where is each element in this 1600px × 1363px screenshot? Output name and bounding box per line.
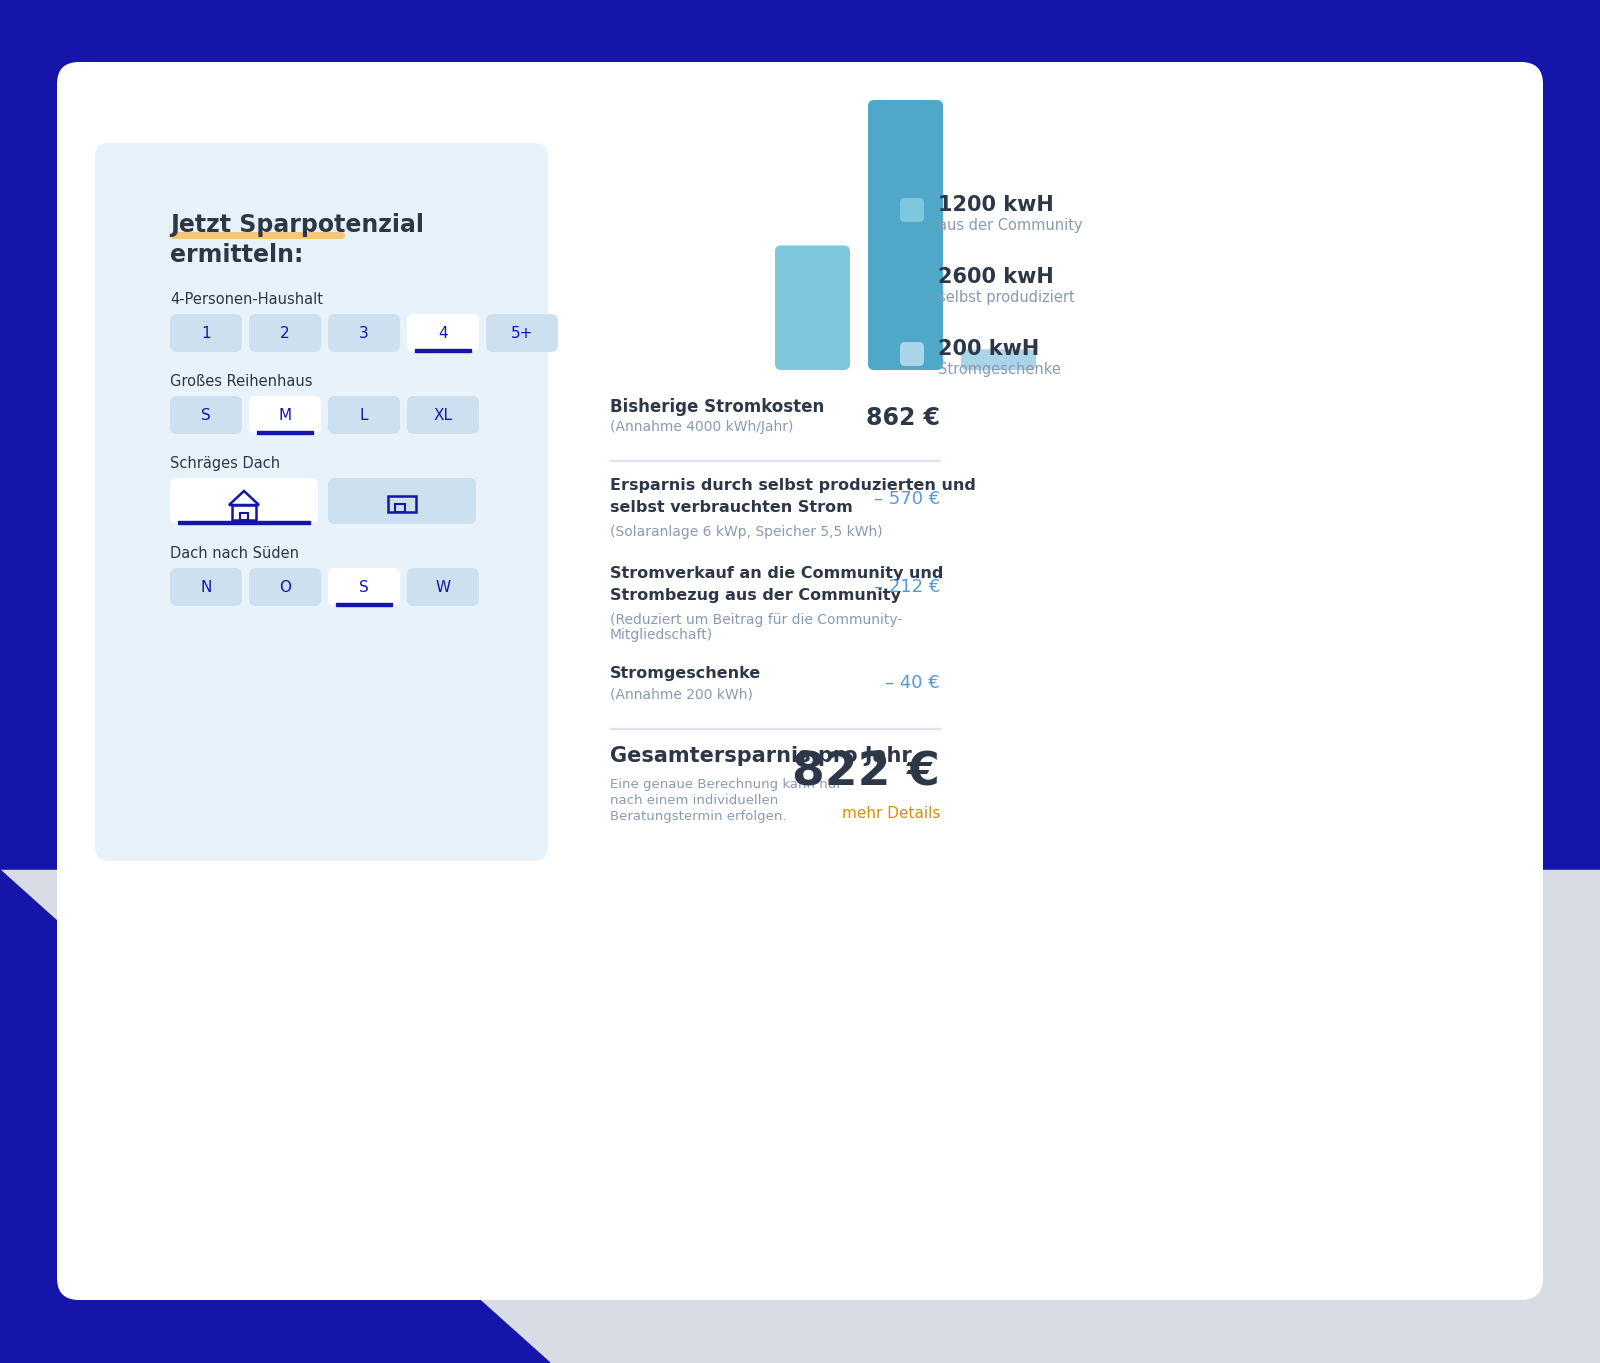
Text: N: N xyxy=(200,579,211,594)
Text: – 212 €: – 212 € xyxy=(874,578,941,596)
FancyBboxPatch shape xyxy=(406,397,478,433)
Text: Eine genaue Berechnung kann nur: Eine genaue Berechnung kann nur xyxy=(610,778,842,791)
Text: 822 €: 822 € xyxy=(792,751,941,796)
Text: Gesamtersparnis pro Jahr: Gesamtersparnis pro Jahr xyxy=(610,746,912,766)
FancyBboxPatch shape xyxy=(774,245,850,369)
FancyBboxPatch shape xyxy=(170,397,242,433)
Text: 1: 1 xyxy=(202,326,211,341)
Text: Bisherige Stromkosten: Bisherige Stromkosten xyxy=(610,398,824,416)
Text: 5+: 5+ xyxy=(510,326,533,341)
Text: 2600 kwH: 2600 kwH xyxy=(938,267,1054,288)
Text: – 570 €: – 570 € xyxy=(874,491,941,508)
FancyBboxPatch shape xyxy=(250,568,322,607)
FancyBboxPatch shape xyxy=(406,313,478,352)
Bar xyxy=(178,521,310,523)
FancyBboxPatch shape xyxy=(170,478,318,523)
FancyBboxPatch shape xyxy=(328,397,400,433)
Text: S: S xyxy=(358,579,370,594)
Text: W: W xyxy=(435,579,451,594)
Text: ermitteln:: ermitteln: xyxy=(170,243,304,267)
FancyBboxPatch shape xyxy=(328,478,477,523)
FancyBboxPatch shape xyxy=(899,270,925,294)
Text: Strombezug aus der Community: Strombezug aus der Community xyxy=(610,587,901,602)
Text: 3: 3 xyxy=(358,326,370,341)
Text: O: O xyxy=(278,579,291,594)
Text: Stromgeschenke: Stromgeschenke xyxy=(610,667,762,682)
Text: 200 kwH: 200 kwH xyxy=(938,339,1040,358)
FancyBboxPatch shape xyxy=(94,143,547,861)
Text: Ersparnis durch selbst produzierten und: Ersparnis durch selbst produzierten und xyxy=(610,478,976,493)
Text: 4: 4 xyxy=(438,326,448,341)
Bar xyxy=(414,349,470,352)
Text: mehr Details: mehr Details xyxy=(842,806,941,821)
Text: (Annahme 200 kWh): (Annahme 200 kWh) xyxy=(610,688,754,702)
Text: 2: 2 xyxy=(280,326,290,341)
Text: selbst verbrauchten Strom: selbst verbrauchten Strom xyxy=(610,500,853,515)
Text: Beratungstermin erfolgen.: Beratungstermin erfolgen. xyxy=(610,810,787,823)
Bar xyxy=(258,431,314,433)
Text: nach einem individuellen: nach einem individuellen xyxy=(610,795,778,807)
FancyBboxPatch shape xyxy=(899,198,925,222)
FancyBboxPatch shape xyxy=(250,313,322,352)
Text: aus der Community: aus der Community xyxy=(938,218,1083,233)
FancyBboxPatch shape xyxy=(58,61,1542,1300)
FancyBboxPatch shape xyxy=(962,349,1037,369)
Text: Jetzt Sparpotenzial: Jetzt Sparpotenzial xyxy=(170,213,424,237)
Text: Großes Reihenhaus: Großes Reihenhaus xyxy=(170,373,312,388)
FancyBboxPatch shape xyxy=(406,568,478,607)
Text: Stromverkauf an die Community und: Stromverkauf an die Community und xyxy=(610,566,944,581)
Text: (Reduziert um Beitrag für die Community-: (Reduziert um Beitrag für die Community- xyxy=(610,613,902,627)
Bar xyxy=(336,602,392,607)
Text: L: L xyxy=(360,408,368,423)
Text: selbst produdiziert: selbst produdiziert xyxy=(938,290,1075,305)
Text: (Annahme 4000 kWh/Jahr): (Annahme 4000 kWh/Jahr) xyxy=(610,420,794,433)
FancyBboxPatch shape xyxy=(170,232,346,239)
Text: M: M xyxy=(278,408,291,423)
FancyBboxPatch shape xyxy=(328,568,400,607)
FancyBboxPatch shape xyxy=(328,313,400,352)
Text: Dach nach Süden: Dach nach Süden xyxy=(170,547,299,562)
Text: S: S xyxy=(202,408,211,423)
FancyBboxPatch shape xyxy=(250,397,322,433)
Text: 4-Personen-Haushalt: 4-Personen-Haushalt xyxy=(170,292,323,307)
Bar xyxy=(232,506,256,521)
Text: – 40 €: – 40 € xyxy=(885,673,941,692)
FancyBboxPatch shape xyxy=(170,568,242,607)
FancyBboxPatch shape xyxy=(170,313,242,352)
Polygon shape xyxy=(950,0,1600,450)
Text: XL: XL xyxy=(434,408,453,423)
Polygon shape xyxy=(0,870,1600,1363)
Text: 1200 kwH: 1200 kwH xyxy=(938,195,1054,215)
Text: Mitgliedschaft): Mitgliedschaft) xyxy=(610,628,714,642)
Text: 862 €: 862 € xyxy=(866,406,941,429)
Text: (Solaranlage 6 kWp, Speicher 5,5 kWh): (Solaranlage 6 kWp, Speicher 5,5 kWh) xyxy=(610,525,883,538)
Text: Stromgeschenke: Stromgeschenke xyxy=(938,363,1061,378)
FancyBboxPatch shape xyxy=(486,313,558,352)
FancyBboxPatch shape xyxy=(899,342,925,367)
Polygon shape xyxy=(0,870,550,1363)
Bar xyxy=(240,512,248,521)
Bar xyxy=(395,504,405,512)
Bar xyxy=(387,496,416,512)
Text: Schräges Dach: Schräges Dach xyxy=(170,457,280,472)
FancyBboxPatch shape xyxy=(867,99,942,369)
